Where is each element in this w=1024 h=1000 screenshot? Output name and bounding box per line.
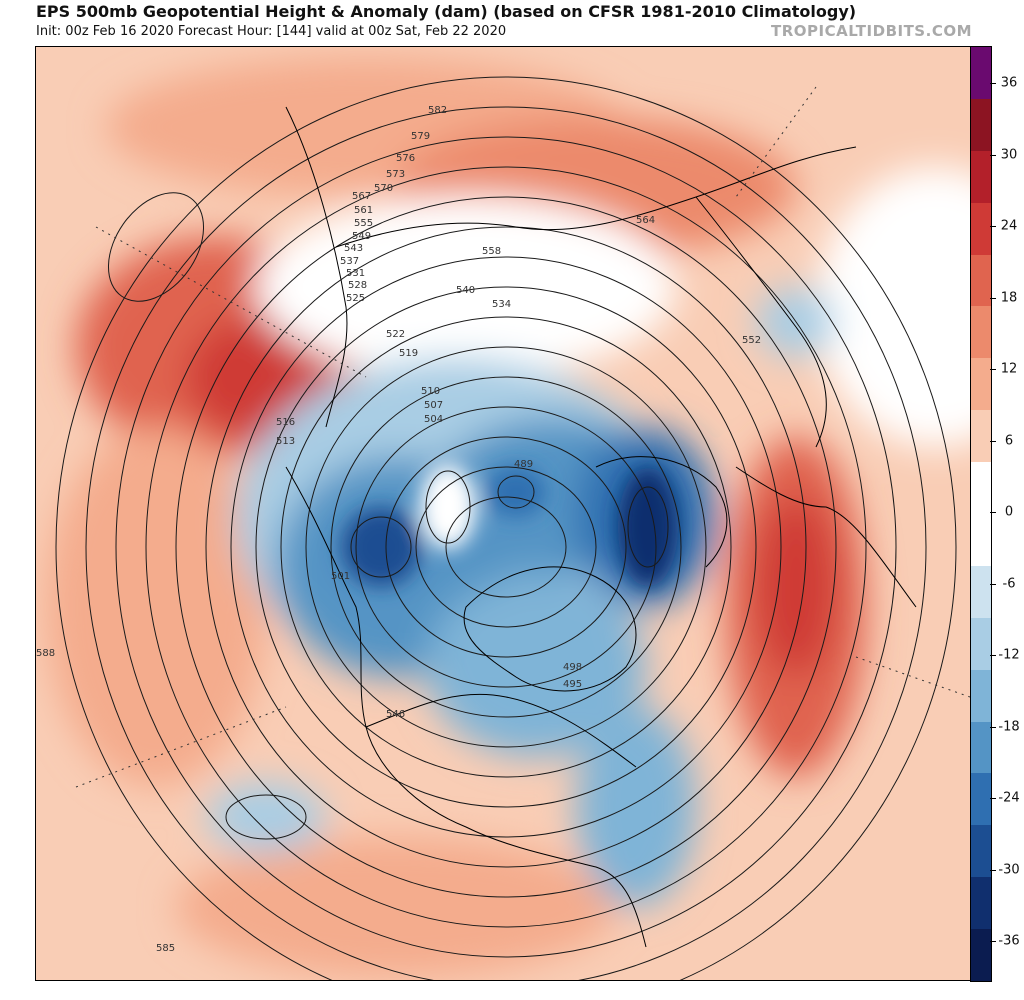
- colorbar-label: -6: [1002, 576, 1016, 591]
- contour-label: 528: [348, 280, 367, 291]
- colorbar-label: 18: [1000, 290, 1018, 305]
- contour-label: 534: [492, 299, 511, 310]
- contour-label: 531: [346, 268, 365, 279]
- contour-label: 561: [354, 205, 373, 216]
- contour-label: 507: [424, 400, 443, 411]
- colorbar-tick: [990, 369, 996, 370]
- graticule: [75, 86, 970, 788]
- colorbar-segment: [971, 462, 991, 515]
- contour-label: 573: [386, 169, 405, 180]
- colorbar-segment: [971, 773, 991, 826]
- colorbar-label: 6: [1004, 433, 1014, 448]
- contour-label: 564: [636, 215, 655, 226]
- colorbar-tick: [990, 83, 996, 84]
- contour-label: 516: [276, 417, 295, 428]
- contour-label: 552: [742, 335, 761, 346]
- contour-label: 519: [399, 348, 418, 359]
- colorbar-label: -30: [998, 862, 1020, 877]
- contour-label: 588: [36, 648, 55, 659]
- colorbar-label: -12: [998, 647, 1020, 663]
- contour-label: 555: [354, 218, 373, 229]
- chart-subtitle: Init: 00z Feb 16 2020 Forecast Hour: [14…: [36, 24, 507, 39]
- contour-label: 579: [411, 131, 430, 142]
- contour-label: 567: [352, 191, 371, 202]
- colorbar-label: -24: [998, 790, 1020, 806]
- contour-label: 570: [374, 183, 393, 194]
- colorbar-segment: [971, 877, 991, 930]
- contour-label: 576: [396, 153, 415, 164]
- colorbar-label: -18: [998, 719, 1020, 734]
- contour-label: 540: [456, 285, 475, 296]
- chart-title: EPS 500mb Geopotential Height & Anomaly …: [36, 2, 857, 21]
- contour-label: 522: [386, 329, 405, 340]
- contour-label: 537: [340, 256, 359, 267]
- colorbar-segment: [971, 306, 991, 359]
- colorbar-tick: [990, 869, 996, 871]
- colorbar-tick: [990, 583, 996, 585]
- colorbar-tick: [990, 512, 996, 513]
- colorbar-tick: [990, 297, 996, 299]
- colorbar-segment: [971, 98, 991, 152]
- contour-label: 495: [563, 679, 582, 690]
- contour-label: 585: [156, 943, 175, 954]
- colorbar-segment: [971, 202, 991, 256]
- colorbar-segment: [971, 254, 991, 307]
- colorbar-label: 30: [1000, 147, 1018, 162]
- contour-label: 498: [563, 662, 582, 673]
- contour-label: 546: [386, 709, 405, 720]
- colorbar-tick: [990, 655, 996, 656]
- contour-label: 582: [428, 105, 447, 116]
- colorbar-tick: [990, 440, 996, 442]
- colorbar-segment: [971, 410, 991, 463]
- anomaly-cores: [341, 465, 678, 587]
- colorbar-segment: [971, 825, 991, 878]
- colorbar-segment: [971, 617, 991, 671]
- contour-labels: 582 579 576 573 570 567 561 555 549 543 …: [36, 105, 761, 954]
- map-panel: 582 579 576 573 570 567 561 555 549 543 …: [35, 46, 971, 981]
- colorbar-segment: [971, 514, 991, 567]
- brand-watermark: TROPICALTIDBITS.COM: [771, 22, 972, 40]
- colorbar-label: 36: [1000, 75, 1018, 91]
- colorbar-tick: [990, 941, 996, 942]
- coastlines: [285, 106, 917, 948]
- colorbar-segment: [971, 669, 991, 723]
- colorbar-tick: [990, 798, 996, 799]
- colorbar-segment: [971, 565, 991, 619]
- contour-label: 513: [276, 436, 295, 447]
- colorbar-label: 24: [1000, 218, 1018, 234]
- anomaly-field: [46, 57, 970, 977]
- colorbar-label: 12: [1000, 361, 1018, 377]
- colorbar-segment: [971, 150, 991, 204]
- colorbar: [970, 46, 992, 982]
- colorbar-tick: [990, 726, 996, 728]
- colorbar-segment: [971, 721, 991, 774]
- contour-label: 558: [482, 246, 501, 257]
- map-svg: 582 579 576 573 570 567 561 555 549 543 …: [36, 47, 970, 980]
- contour-label: 489: [514, 459, 533, 470]
- colorbar-segment: [971, 358, 991, 411]
- contour-label: 504: [424, 414, 443, 425]
- colorbar-label: 0: [1004, 504, 1014, 520]
- colorbar-segment: [971, 47, 991, 100]
- contour-label: 543: [344, 243, 363, 254]
- colorbar-segment: [971, 929, 991, 982]
- colorbar-tick: [990, 154, 996, 156]
- height-contours: [55, 76, 957, 980]
- colorbar-label: -36: [998, 933, 1020, 949]
- contour-label: 525: [346, 293, 365, 304]
- colorbar-tick: [990, 226, 996, 227]
- contour-label: 510: [421, 386, 440, 397]
- contour-label: 549: [352, 231, 371, 242]
- contour-label: 501: [331, 571, 350, 582]
